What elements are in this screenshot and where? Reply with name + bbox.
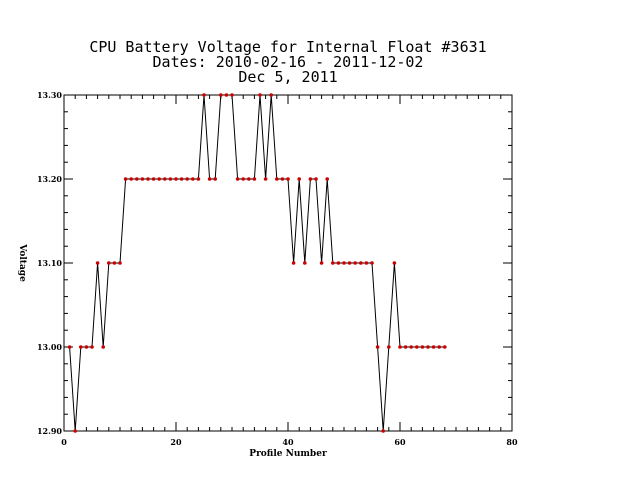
data-point xyxy=(364,261,369,265)
data-point xyxy=(331,261,335,265)
data-point xyxy=(123,177,128,181)
data-point xyxy=(112,261,117,265)
y-tick-label: 13.30 xyxy=(37,90,62,100)
data-point xyxy=(359,261,363,265)
title-line-1: CPU Battery Voltage for Internal Float #… xyxy=(89,38,486,56)
data-point xyxy=(129,177,133,181)
data-point xyxy=(90,345,94,349)
data-point xyxy=(252,177,257,181)
data-point xyxy=(235,177,240,181)
data-point xyxy=(73,429,77,433)
data-point xyxy=(79,345,83,349)
data-point xyxy=(163,177,167,181)
data-point xyxy=(207,177,212,181)
data-point xyxy=(151,177,156,181)
data-point xyxy=(179,177,184,181)
data-point xyxy=(381,429,386,433)
chart-title: CPU Battery Voltage for Internal Float #… xyxy=(89,38,486,86)
data-point xyxy=(297,177,302,181)
x-tick-label: 20 xyxy=(170,437,182,447)
data-point xyxy=(403,345,408,349)
data-point xyxy=(224,93,229,97)
data-point xyxy=(196,177,201,181)
data-point xyxy=(269,93,274,97)
x-axis-label: Profile Number xyxy=(249,449,327,459)
data-point xyxy=(437,345,442,349)
data-point xyxy=(168,177,173,181)
data-point xyxy=(325,177,330,181)
plot-frame xyxy=(63,94,513,432)
data-point xyxy=(308,177,313,181)
data-point xyxy=(280,177,285,181)
y-tick-label: 13.10 xyxy=(37,258,62,268)
data-point xyxy=(443,345,447,349)
data-point xyxy=(392,261,397,265)
data-point xyxy=(95,261,100,265)
data-point xyxy=(84,345,89,349)
data-point xyxy=(247,177,251,181)
series-line xyxy=(69,94,445,432)
data-point xyxy=(118,261,122,265)
data-point xyxy=(426,345,430,349)
axis-tick-labels: 0 20 40 60 80 12.90 13.00 13.10 13.20 13.30 xyxy=(37,90,518,447)
data-point xyxy=(157,177,161,181)
data-point xyxy=(146,177,150,181)
data-point xyxy=(275,177,279,181)
data-point xyxy=(202,93,206,97)
data-point xyxy=(314,177,318,181)
x-tick-label: 40 xyxy=(282,437,294,447)
data-point xyxy=(420,345,425,349)
y-axis-label: Voltage xyxy=(17,243,27,282)
data-point xyxy=(387,345,391,349)
data-point xyxy=(370,261,374,265)
data-point xyxy=(219,93,223,97)
data-point xyxy=(67,345,72,349)
data-point xyxy=(286,177,290,181)
data-point xyxy=(347,261,352,265)
data-point xyxy=(319,261,324,265)
data-point xyxy=(101,345,105,349)
data-point xyxy=(174,177,178,181)
title-line-3: Dec 5, 2011 xyxy=(238,68,337,86)
data-point xyxy=(291,261,296,265)
title-line-2: Dates: 2010-02-16 - 2011-12-02 xyxy=(153,53,424,71)
data-point xyxy=(409,345,414,349)
data-point xyxy=(185,177,189,181)
data-point xyxy=(213,177,217,181)
y-tick-label: 13.00 xyxy=(37,342,62,352)
series-markers xyxy=(67,93,447,433)
data-point xyxy=(336,261,341,265)
y-tick-label: 12.90 xyxy=(37,426,62,436)
data-point xyxy=(258,93,262,97)
y-tick-label: 13.20 xyxy=(37,174,62,184)
x-tick-label: 0 xyxy=(61,437,67,447)
data-point xyxy=(303,261,307,265)
data-point xyxy=(353,261,358,265)
data-point xyxy=(191,177,195,181)
data-point xyxy=(140,177,145,181)
data-point xyxy=(263,177,268,181)
data-point xyxy=(431,345,436,349)
x-tick-label: 80 xyxy=(506,437,518,447)
data-point xyxy=(375,345,380,349)
data-point xyxy=(107,261,111,265)
data-point xyxy=(135,177,139,181)
data-point xyxy=(241,177,245,181)
data-point xyxy=(398,345,402,349)
axis-ticks xyxy=(63,94,513,432)
data-point xyxy=(342,261,346,265)
x-tick-label: 60 xyxy=(394,437,406,447)
data-point xyxy=(415,345,419,349)
data-point xyxy=(230,93,234,97)
